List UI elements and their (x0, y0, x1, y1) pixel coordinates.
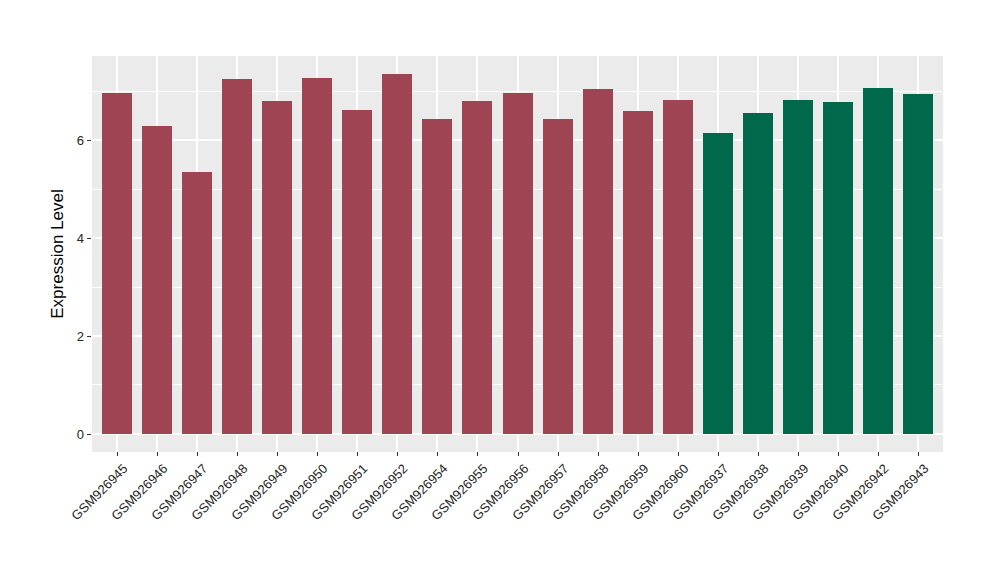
bar-GSM926940 (823, 102, 853, 434)
bar-GSM926946 (142, 126, 172, 434)
bar-GSM926937 (703, 133, 733, 434)
y-axis-tick (87, 336, 91, 337)
bar-GSM926960 (663, 100, 693, 434)
y-axis-tick-label: 2 (77, 328, 84, 343)
bar-GSM926957 (543, 119, 573, 434)
x-axis-tick (678, 452, 679, 456)
bar-GSM926958 (583, 89, 613, 434)
bar-GSM926947 (182, 172, 212, 433)
bar-GSM926948 (222, 79, 252, 434)
x-axis-tick (357, 452, 358, 456)
bar-GSM926952 (382, 74, 412, 434)
bar-GSM926939 (783, 100, 813, 434)
bar-chart-figure: Expression Level 0246 GSM926945GSM926946… (0, 0, 1000, 580)
bar-GSM926955 (462, 101, 492, 434)
y-axis-tick-label: 0 (77, 426, 84, 441)
x-axis-tick (518, 452, 519, 456)
y-axis-tick (87, 434, 91, 435)
x-axis-tick (718, 452, 719, 456)
bar-GSM926959 (623, 111, 653, 434)
x-axis-tick (758, 452, 759, 456)
bar-GSM926942 (863, 88, 893, 434)
x-axis-tick (157, 452, 158, 456)
x-axis-tick (878, 452, 879, 456)
y-axis-tick (87, 238, 91, 239)
y-axis-tick-label: 4 (77, 231, 84, 246)
x-axis-tick (237, 452, 238, 456)
y-axis-tick-label: 6 (77, 133, 84, 148)
bar-GSM926951 (342, 110, 372, 434)
x-axis-tick (397, 452, 398, 456)
y-axis-tick (87, 140, 91, 141)
x-axis-tick (277, 452, 278, 456)
bar-GSM926949 (262, 101, 292, 434)
bar-GSM926943 (903, 94, 933, 434)
x-axis-tick (838, 452, 839, 456)
x-axis-tick (558, 452, 559, 456)
bar-GSM926950 (302, 78, 332, 434)
x-axis-tick (918, 452, 919, 456)
plot-panel (92, 56, 943, 452)
bar-GSM926945 (102, 93, 132, 434)
y-axis-title: Expression Level (48, 189, 68, 318)
x-axis-tick (197, 452, 198, 456)
x-axis-tick (477, 452, 478, 456)
x-axis-tick (638, 452, 639, 456)
x-axis-tick (598, 452, 599, 456)
x-axis-tick (117, 452, 118, 456)
bar-GSM926938 (743, 113, 773, 434)
x-axis-tick (798, 452, 799, 456)
x-axis-tick (317, 452, 318, 456)
x-axis-tick (437, 452, 438, 456)
bar-GSM926954 (422, 119, 452, 434)
bar-GSM926956 (503, 93, 533, 434)
